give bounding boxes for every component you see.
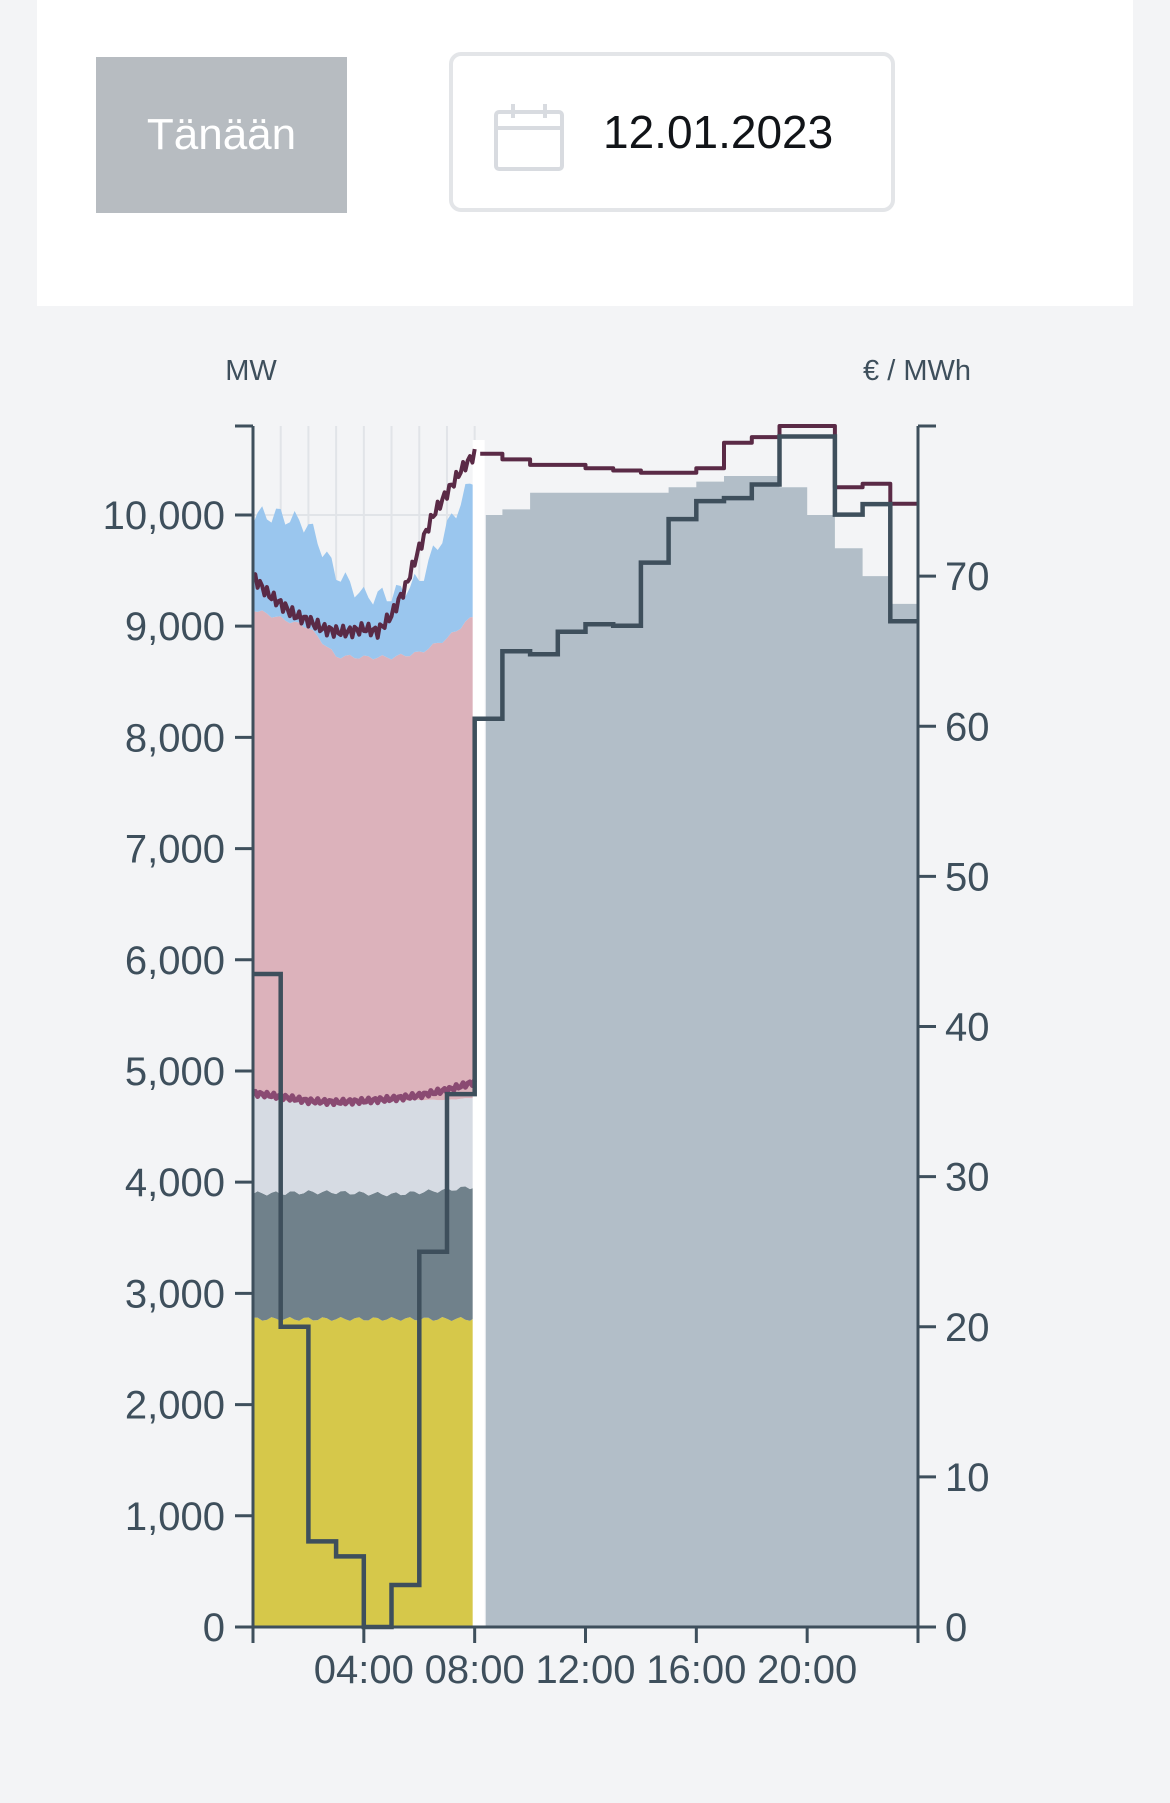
line-consumption (251, 448, 477, 640)
area-series (253, 440, 918, 1627)
line-consumption_forecast (480, 424, 918, 506)
left-axis-unit: MW (225, 355, 277, 387)
area-wind (253, 610, 475, 1102)
y2-tick-label: 10 (945, 1456, 990, 1500)
x-tick-label: 08:00 (425, 1648, 525, 1692)
y2-tick-label: 50 (945, 855, 990, 899)
y-tick-label: 0 (203, 1606, 225, 1650)
y-tick-label: 6,000 (125, 939, 225, 983)
right-axis-unit: € / MWh (863, 355, 971, 387)
y2-tick-label: 20 (945, 1306, 990, 1350)
calendar-icon (493, 104, 565, 177)
x-tick-label: 04:00 (314, 1648, 414, 1692)
today-button[interactable]: Tänään (96, 57, 347, 213)
line-price (253, 434, 918, 1630)
area-chp (253, 1093, 475, 1197)
y-tick-label: 5,000 (125, 1050, 225, 1094)
y2-tick-label: 0 (945, 1606, 967, 1650)
y-tick-label: 9,000 (125, 605, 225, 649)
y-tick-label: 1,000 (125, 1495, 225, 1539)
axes: 0 1,000 2,000 3,000 4,000 5,000 6,000 7,000 8,00… (103, 424, 990, 1692)
y-tick-label: 4,000 (125, 1161, 225, 1205)
x-tick-label: 12:00 (535, 1648, 635, 1692)
x-tick-label: 20:00 (757, 1648, 857, 1692)
date-picker[interactable]: 12.01.2023 (449, 52, 895, 212)
y-tick-label: 10,000 (103, 494, 225, 538)
y-tick-label: 7,000 (125, 828, 225, 872)
x-tick-label: 16:00 (646, 1648, 746, 1692)
y2-tick-label: 30 (945, 1156, 990, 1200)
line-series (251, 424, 918, 1630)
y2-tick-label: 40 (945, 1006, 990, 1050)
area-other (253, 483, 475, 660)
line-import_top (251, 1078, 478, 1108)
selected-date: 12.01.2023 (603, 106, 834, 158)
y-tick-label: 8,000 (125, 716, 225, 760)
y2-tick-label: 60 (945, 705, 990, 749)
y-tick-label: 2,000 (125, 1384, 225, 1428)
y2-tick-label: 70 (945, 555, 990, 599)
y-tick-label: 3,000 (125, 1272, 225, 1316)
area-forecast (485, 476, 918, 1627)
